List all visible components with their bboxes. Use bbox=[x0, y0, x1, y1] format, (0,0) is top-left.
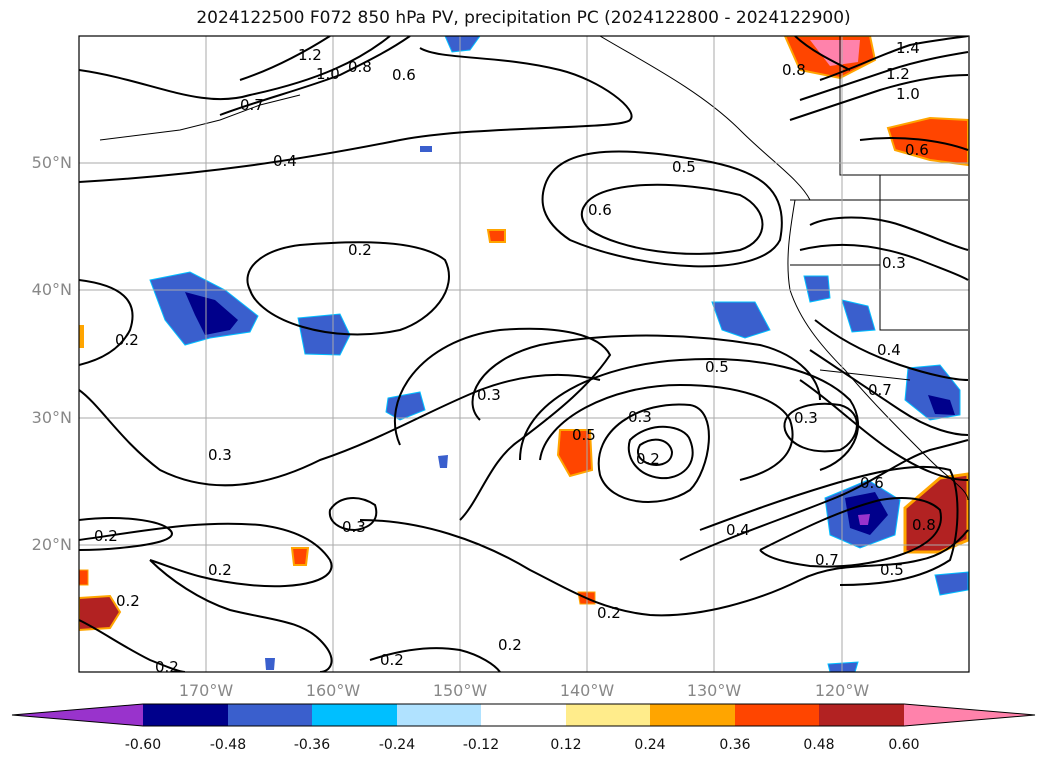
contour-label: 0.2 bbox=[348, 241, 372, 259]
contour-label: 1.2 bbox=[886, 65, 910, 83]
colorbar bbox=[11, 703, 1036, 727]
contour-label: 0.3 bbox=[208, 446, 232, 464]
colorbar-bin bbox=[143, 704, 228, 726]
contour-label: 0.2 bbox=[597, 604, 621, 622]
lon-tick-label: 160°W bbox=[305, 681, 361, 700]
contour-labels: 1.2 1.0 0.8 0.6 0.7 0.4 0.2 0.2 0.3 0.2 … bbox=[94, 39, 936, 676]
colorbar-tick-label: 0.60 bbox=[888, 737, 920, 753]
lon-tick-label: 140°W bbox=[559, 681, 615, 700]
map-frame bbox=[78, 35, 970, 673]
lat-tick-label: 50°N bbox=[31, 153, 72, 172]
contour-label: 0.6 bbox=[860, 474, 884, 492]
contour-label: 0.7 bbox=[240, 96, 264, 114]
colorbar-tick-label: -0.12 bbox=[462, 737, 500, 753]
colorbar-tick-label: -0.24 bbox=[378, 737, 416, 753]
lat-tick-label: 40°N bbox=[31, 280, 72, 299]
colorbar-tick-label: 0.48 bbox=[803, 737, 835, 753]
colorbar-bin bbox=[397, 704, 481, 726]
colorbar-bin bbox=[650, 704, 735, 726]
contour-label: 0.2 bbox=[116, 592, 140, 610]
contour-label: 1.4 bbox=[896, 39, 920, 57]
lon-tick-label: 120°W bbox=[814, 681, 870, 700]
colorbar-bin bbox=[819, 704, 904, 726]
contour-label: 0.6 bbox=[588, 201, 612, 219]
colorbar-bin bbox=[481, 704, 566, 726]
contour-label: 1.0 bbox=[896, 85, 920, 103]
lon-tick-label: 130°W bbox=[686, 681, 742, 700]
contour-label: 0.2 bbox=[380, 651, 404, 669]
contour-label: 0.4 bbox=[726, 521, 750, 539]
contour-label: 0.7 bbox=[868, 381, 892, 399]
lat-tick-label: 20°N bbox=[31, 535, 72, 554]
contour-label: 1.0 bbox=[316, 65, 340, 83]
contour-label: 0.3 bbox=[882, 254, 906, 272]
contour-label: 0.6 bbox=[905, 141, 929, 159]
colorbar-tick-label: 0.36 bbox=[719, 737, 751, 753]
contour-label: 0.5 bbox=[705, 358, 729, 376]
contour-label: 0.8 bbox=[912, 516, 936, 534]
contour-label: 0.2 bbox=[498, 636, 522, 654]
lon-tick-label: 150°W bbox=[432, 681, 488, 700]
contour-label: 0.5 bbox=[572, 426, 596, 444]
contour-label: 0.2 bbox=[155, 658, 179, 676]
contour-label: 0.5 bbox=[880, 561, 904, 579]
colorbar-bin bbox=[566, 704, 650, 726]
contour-label: 0.5 bbox=[672, 158, 696, 176]
colorbar-bin bbox=[228, 704, 312, 726]
colorbar-extend-left bbox=[12, 704, 143, 726]
contour-label: 0.6 bbox=[392, 66, 416, 84]
colorbar-bin bbox=[312, 704, 397, 726]
contour-label: 0.4 bbox=[877, 341, 901, 359]
pv-contours bbox=[79, 36, 969, 672]
colorbar-bin bbox=[735, 704, 819, 726]
contour-label: 0.2 bbox=[208, 561, 232, 579]
lat-tick-label: 30°N bbox=[31, 408, 72, 427]
contour-label: 0.7 bbox=[815, 551, 839, 569]
map-title: 2024122500 F072 850 hPa PV, precipitatio… bbox=[196, 8, 851, 28]
contour-label: 0.3 bbox=[342, 518, 366, 536]
contour-label: 0.3 bbox=[477, 386, 501, 404]
colorbar-tick-label: -0.48 bbox=[209, 737, 247, 753]
colorbar-tick-label: -0.60 bbox=[124, 737, 162, 753]
contour-label: 0.8 bbox=[782, 61, 806, 79]
contour-label: 0.3 bbox=[794, 409, 818, 427]
colorbar-tick-label: 0.24 bbox=[634, 737, 666, 753]
contour-label: 0.8 bbox=[348, 58, 372, 76]
contour-label: 0.2 bbox=[94, 527, 118, 545]
contour-label: 0.4 bbox=[273, 152, 297, 170]
colorbar-tick-label: 0.12 bbox=[550, 737, 582, 753]
lon-tick-label: 170°W bbox=[178, 681, 234, 700]
contour-label: 0.2 bbox=[636, 450, 660, 468]
contour-label: 0.2 bbox=[115, 331, 139, 349]
contour-label: 1.2 bbox=[298, 46, 322, 64]
contour-label: 0.3 bbox=[628, 408, 652, 426]
colorbar-tick-label: -0.36 bbox=[293, 737, 331, 753]
colorbar-extend-right bbox=[904, 704, 1035, 726]
